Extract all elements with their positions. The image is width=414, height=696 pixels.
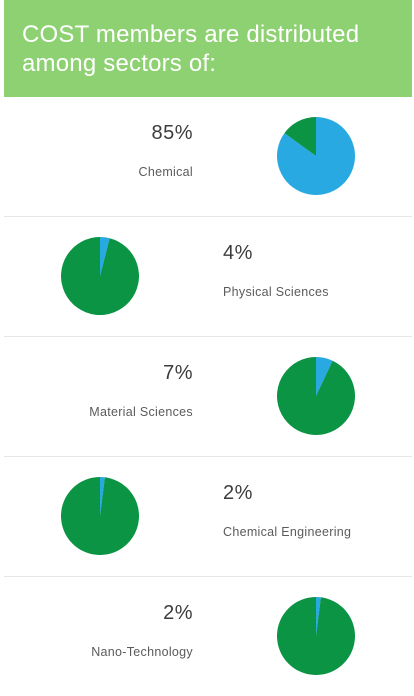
sector-label: Physical Sciences [223,285,329,299]
sector-row-chemical-engineering: 2% Chemical Engineering [4,457,412,577]
sector-pie-chart [277,357,355,435]
sector-label: Material Sciences [89,405,193,419]
sector-pie-chart [61,237,139,315]
pie-slice-remainder [277,357,355,435]
pie-slice-remainder [61,477,139,555]
sector-row-nano-technology: 2% Nano-Technology [4,577,412,696]
sector-row-physical-sciences: 4% Physical Sciences [4,217,412,337]
pie-slice-sector [316,357,333,396]
pie-slice-sector [316,597,321,636]
header-title: COST members are distributed among secto… [22,21,360,77]
pie-slice-sector [100,237,110,276]
pie-slice-remainder [284,117,316,156]
sector-label: Chemical Engineering [223,525,352,539]
sector-pie-chart [61,477,139,555]
sector-row-chemical: 85% Chemical [4,97,412,217]
sector-percentage: 85% [151,122,193,144]
sector-label: Chemical [138,165,193,179]
sector-percentage: 2% [163,602,193,624]
header-banner: COST members are distributed among secto… [4,0,412,97]
sector-row-material-sciences: 7% Material Sciences [4,337,412,457]
sector-label: Nano-Technology [91,645,193,659]
pie-slice-remainder [61,237,139,315]
pie-slice-sector [100,477,105,516]
pie-slice-remainder [277,597,355,675]
sector-pie-chart [277,117,355,195]
sector-percentage: 2% [223,482,253,504]
sector-percentage: 7% [163,362,193,384]
sector-pie-chart [277,597,355,675]
sector-percentage: 4% [223,242,253,264]
